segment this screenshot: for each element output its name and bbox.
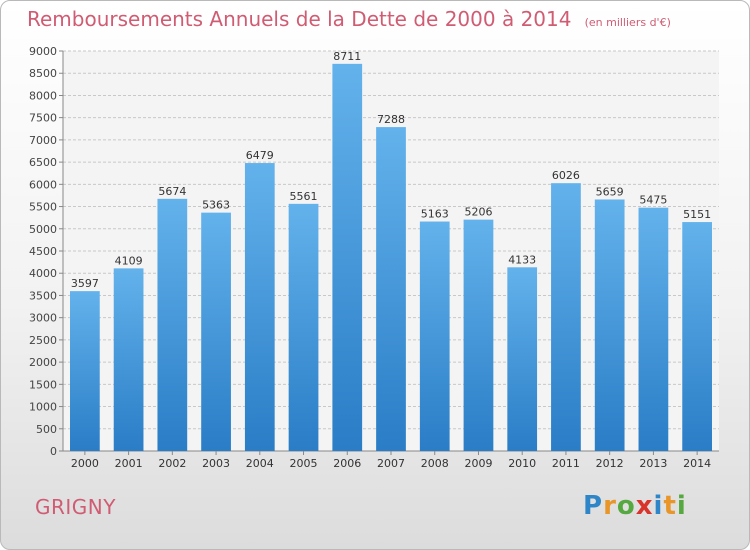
x-tick-label: 2012: [596, 457, 624, 470]
bar-value-label: 5659: [596, 185, 624, 198]
bar-value-label: 6479: [246, 149, 274, 162]
y-tick-label: 8500: [29, 67, 57, 80]
bar-value-label: 5206: [464, 206, 492, 219]
bar: [376, 127, 406, 451]
bar: [69, 291, 100, 451]
y-tick-label: 1500: [29, 378, 57, 391]
logo-letter: r: [603, 491, 617, 521]
bar: [332, 63, 363, 451]
x-tick-label: 2005: [290, 457, 318, 470]
chart-title: Remboursements Annuels de la Dette de 20…: [27, 7, 572, 31]
logo-letter: x: [635, 491, 654, 521]
bar: [157, 198, 188, 451]
bar-value-label: 4109: [115, 254, 143, 267]
y-tick-label: 4500: [29, 245, 57, 258]
y-tick-label: 7500: [29, 112, 57, 125]
y-tick-label: 1000: [29, 401, 57, 414]
bar-value-label: 3597: [71, 277, 99, 290]
city-name: GRIGNY: [35, 495, 116, 519]
x-tick-label: 2000: [71, 457, 99, 470]
x-tick-label: 2010: [508, 457, 536, 470]
bar-value-label: 5151: [683, 208, 711, 221]
y-tick-label: 500: [36, 423, 57, 436]
x-tick-label: 2008: [421, 457, 449, 470]
x-tick-label: 2001: [115, 457, 143, 470]
bar-value-label: 7288: [377, 113, 405, 126]
logo-letter: i: [676, 491, 687, 521]
bar-value-label: 5475: [639, 194, 667, 207]
x-tick-label: 2002: [158, 457, 186, 470]
bar: [682, 222, 713, 451]
x-tick-label: 2006: [333, 457, 361, 470]
y-tick-label: 8000: [29, 89, 57, 102]
bar-value-label: 4133: [508, 253, 536, 266]
x-tick-label: 2004: [246, 457, 274, 470]
bar: [201, 212, 231, 451]
bar-value-label: 5561: [290, 190, 318, 203]
y-tick-label: 2000: [29, 356, 57, 369]
logo-letter: o: [616, 491, 636, 521]
proxiti-logo[interactable]: Proxiti: [583, 491, 687, 521]
x-tick-label: 2011: [552, 457, 580, 470]
x-tick-label: 2003: [202, 457, 230, 470]
logo-letter: t: [663, 491, 677, 521]
bar: [113, 268, 144, 451]
bar: [638, 207, 669, 451]
bar: [419, 221, 450, 451]
y-tick-label: 3000: [29, 312, 57, 325]
bar-value-label: 5674: [158, 185, 186, 198]
y-tick-label: 4000: [29, 267, 57, 280]
y-tick-label: 5000: [29, 223, 57, 236]
x-tick-label: 2009: [464, 457, 492, 470]
y-tick-label: 2500: [29, 334, 57, 347]
y-tick-label: 6000: [29, 178, 57, 191]
y-tick-label: 7000: [29, 134, 57, 147]
y-tick-label: 0: [50, 445, 57, 458]
bar: [288, 203, 319, 451]
bar-value-label: 6026: [552, 169, 580, 182]
x-tick-label: 2013: [639, 457, 667, 470]
y-tick-label: 9000: [29, 45, 57, 58]
logo-letter: P: [583, 491, 604, 521]
y-tick-label: 6500: [29, 156, 57, 169]
bar-value-label: 8711: [333, 50, 361, 63]
bar: [507, 267, 538, 451]
bar: [551, 183, 581, 451]
x-tick-label: 2014: [683, 457, 711, 470]
title-row: Remboursements Annuels de la Dette de 20…: [27, 7, 671, 31]
bar: [244, 163, 275, 452]
y-tick-label: 3500: [29, 289, 57, 302]
y-tick-label: 5500: [29, 201, 57, 214]
bar: [594, 199, 625, 451]
x-tick-label: 2007: [377, 457, 405, 470]
bar-value-label: 5363: [202, 199, 230, 212]
bar: [463, 219, 494, 451]
bar-value-label: 5163: [421, 208, 449, 221]
logo-letter: i: [653, 491, 664, 521]
chart-unit: (en milliers d'€): [584, 16, 671, 29]
